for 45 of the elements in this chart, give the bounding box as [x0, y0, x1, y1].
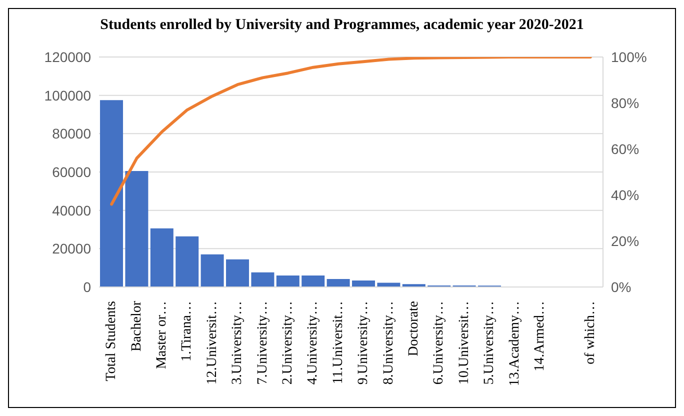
bar [100, 100, 124, 287]
y-tick-label: 100000 [44, 87, 92, 104]
y-tick-label: 0 [83, 279, 92, 295]
x-tick-label: 2.University… [280, 301, 296, 385]
x-tick-label: of which… [582, 301, 598, 364]
y2-tick-label: 60% [611, 140, 640, 157]
x-tick-label: 6.University… [432, 301, 447, 385]
bar [326, 278, 350, 287]
y2-tick-label: 100% [611, 48, 647, 65]
x-tick-label: 9.University… [356, 301, 372, 385]
x-tick-label: 11.Universit… [330, 301, 346, 384]
x-tick-label: 7.University… [255, 301, 270, 385]
x-tick-label: 3.University… [230, 301, 246, 385]
chart-title: Students enrolled by University and Programmes, academic year 2020-2021 [99, 17, 585, 34]
x-tick-label: 4.University… [306, 301, 321, 385]
y2-tick-label: 80% [611, 94, 640, 111]
y2-tick-label: 40% [611, 186, 640, 203]
bar [302, 276, 325, 287]
y-tick-label: 80000 [52, 126, 92, 142]
y-tick-label: 120000 [44, 49, 92, 65]
bar [352, 280, 376, 287]
y-tick-label: 40000 [52, 202, 92, 218]
y-tick-label: 20000 [52, 240, 92, 257]
x-tick-label: Bachelor [129, 300, 144, 352]
bar [125, 171, 148, 287]
bar [276, 276, 300, 287]
x-tick-label: 8.University… [381, 301, 396, 385]
bar [251, 272, 274, 287]
x-tick-label: 14.Armed… [532, 301, 548, 372]
x-tick-label: Total Students [104, 301, 120, 382]
bar [150, 228, 174, 287]
y-tick-label: 60000 [52, 164, 92, 180]
x-tick-label: 1.Tirana… [180, 301, 195, 362]
line-series [110, 57, 592, 206]
bar [200, 254, 224, 287]
bar [176, 236, 199, 287]
x-tick-label: 5.University… [482, 301, 498, 385]
x-tick-label: 13.Academy… [507, 301, 522, 386]
x-tick-label: Doctorate [406, 301, 422, 356]
bar [226, 259, 250, 287]
x-tick-label: 12.Universit… [204, 301, 220, 385]
x-tick-label: 10.Universit… [456, 301, 472, 385]
y2-tick-label: 20% [611, 232, 640, 249]
y2-tick-label: 0% [611, 278, 632, 295]
x-tick-label: Master or… [154, 301, 170, 370]
